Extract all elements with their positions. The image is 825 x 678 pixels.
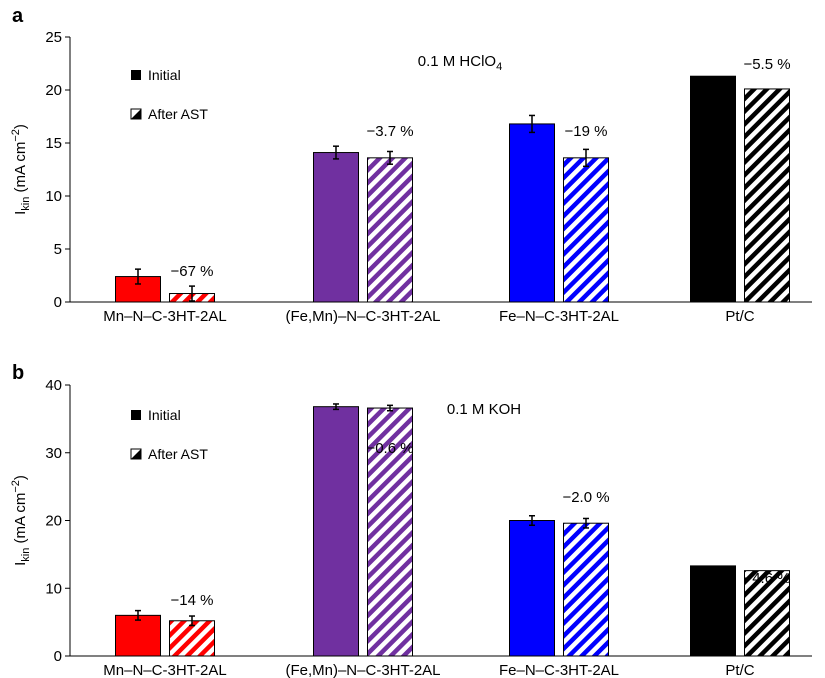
change-label: −5.5 %: [743, 56, 790, 73]
change-label: −2.0 %: [562, 489, 609, 506]
y-tick-label: 40: [45, 377, 62, 394]
bar-after-ast: [367, 157, 413, 303]
legend-label-initial: Initial: [148, 407, 181, 423]
change-label: −4.6 %: [743, 570, 790, 587]
category-label: Pt/C: [725, 662, 754, 678]
category-label: Pt/C: [725, 308, 754, 325]
y-tick-label: 15: [45, 135, 62, 152]
condition-label: 0.1 M HClO4: [418, 53, 502, 73]
bar-after-ast: [563, 157, 609, 303]
change-label: −14 %: [171, 592, 214, 609]
y-tick-label: 25: [45, 29, 62, 46]
legend-swatch-initial: [131, 410, 141, 420]
y-tick-label: 10: [45, 580, 62, 597]
y-axis-label: Ikin (mA cm−2): [10, 475, 32, 566]
y-tick-label: 0: [54, 294, 62, 311]
category-label: (Fe,Mn)–N–C-3HT-2AL: [285, 308, 440, 325]
bar-initial: [690, 75, 736, 303]
legend-swatch-initial: [131, 70, 141, 80]
category-label: (Fe,Mn)–N–C-3HT-2AL: [285, 662, 440, 678]
category-label: Mn–N–C-3HT-2AL: [103, 662, 226, 678]
bar-after-ast: [744, 570, 790, 657]
legend-label-after: After AST: [148, 446, 208, 462]
change-label: −19 %: [565, 123, 608, 140]
bar-initial: [313, 152, 359, 303]
panel-a: a 0 5 10 15 20 25 Ikin (mA cm−2) 0.1 M HClO4 Init…: [10, 5, 812, 325]
category-label: Mn–N–C-3HT-2AL: [103, 308, 226, 325]
panel-letter: a: [12, 5, 24, 27]
y-tick-label: 20: [45, 513, 62, 530]
y-tick-label: 30: [45, 445, 62, 462]
y-tick-label: 0: [54, 648, 62, 665]
category-label: Fe–N–C-3HT-2AL: [499, 662, 619, 678]
category-label: Fe–N–C-3HT-2AL: [499, 308, 619, 325]
bar-initial: [690, 565, 736, 657]
y-tick-label: 10: [45, 188, 62, 205]
bar-initial: [509, 123, 555, 303]
bar-after-ast: [563, 522, 609, 657]
y-tick-label: 5: [54, 241, 62, 258]
panel-b: b 0 10 20 30 40 Ikin (mA cm−2) 0.1 M KOH Initial…: [10, 362, 812, 678]
bar-initial: [313, 406, 359, 657]
bar-initial: [509, 520, 555, 657]
bar-after-ast: [367, 407, 413, 657]
legend-label-initial: Initial: [148, 67, 181, 83]
change-label: −3.7 %: [366, 123, 413, 140]
condition-label: 0.1 M KOH: [447, 401, 521, 418]
bar-after-ast: [169, 620, 215, 657]
panel-letter: b: [12, 362, 24, 384]
legend-label-after: After AST: [148, 106, 208, 122]
y-tick-label: 20: [45, 82, 62, 99]
legend-swatch-after-hatch: [131, 449, 141, 459]
bar-after-ast: [744, 88, 790, 303]
change-label: −0.6 %: [366, 440, 413, 457]
y-axis-label: Ikin (mA cm−2): [10, 124, 32, 215]
change-label: −67 %: [171, 263, 214, 280]
legend-swatch-after-hatch: [131, 109, 141, 119]
legend: Initial After AST: [130, 407, 208, 462]
bar-initial: [115, 614, 161, 657]
legend: Initial After AST: [130, 67, 208, 122]
